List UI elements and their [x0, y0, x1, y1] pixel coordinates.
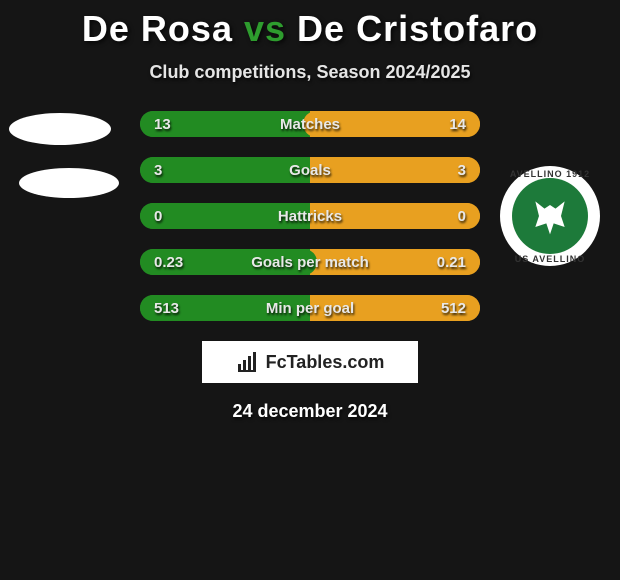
stat-value-right: 0 — [396, 208, 480, 225]
footer-brand: FcTables.com — [202, 341, 418, 383]
stat-label: Min per goal — [224, 300, 396, 317]
stat-value-left: 13 — [140, 116, 224, 133]
stat-value-right: 14 — [396, 116, 480, 133]
stat-value-right: 0.21 — [396, 254, 480, 271]
stat-value-left: 0 — [140, 208, 224, 225]
page-title: De Rosa vs De Cristofaro — [0, 8, 620, 50]
player1-badge-top — [9, 113, 111, 145]
subtitle: Club competitions, Season 2024/2025 — [0, 62, 620, 83]
stat-label: Matches — [224, 116, 396, 133]
title-player1: De Rosa — [82, 8, 233, 49]
stat-row: 0.23Goals per match0.21 — [140, 249, 480, 275]
stat-value-right: 3 — [396, 162, 480, 179]
stat-row: 513Min per goal512 — [140, 295, 480, 321]
stat-label: Goals — [224, 162, 396, 179]
stat-label: Goals per match — [224, 254, 396, 271]
stat-value-left: 0.23 — [140, 254, 224, 271]
footer-date: 24 december 2024 — [0, 401, 620, 422]
footer-brand-text: FcTables.com — [266, 352, 385, 373]
stat-value-right: 512 — [396, 300, 480, 317]
title-player2: De Cristofaro — [297, 8, 538, 49]
bar-chart-icon — [236, 350, 260, 374]
comparison-container: AVELLINO 1912 US AVELLINO 13Matches143Go… — [0, 111, 620, 422]
stat-row: 0Hattricks0 — [140, 203, 480, 229]
stat-label: Hattricks — [224, 208, 396, 225]
stats-list: 13Matches14 3Goals3 0Hattricks0 0.23Goals p… — [140, 111, 480, 321]
stat-value-left: 513 — [140, 300, 224, 317]
stat-row: 3Goals3 — [140, 157, 480, 183]
player1-badge-bottom — [19, 168, 119, 198]
title-vs: vs — [244, 8, 286, 49]
crest-text-bottom: US AVELLINO — [500, 166, 600, 266]
stat-row: 13Matches14 — [140, 111, 480, 137]
stat-value-left: 3 — [140, 162, 224, 179]
player2-club-crest: AVELLINO 1912 US AVELLINO — [500, 166, 600, 266]
